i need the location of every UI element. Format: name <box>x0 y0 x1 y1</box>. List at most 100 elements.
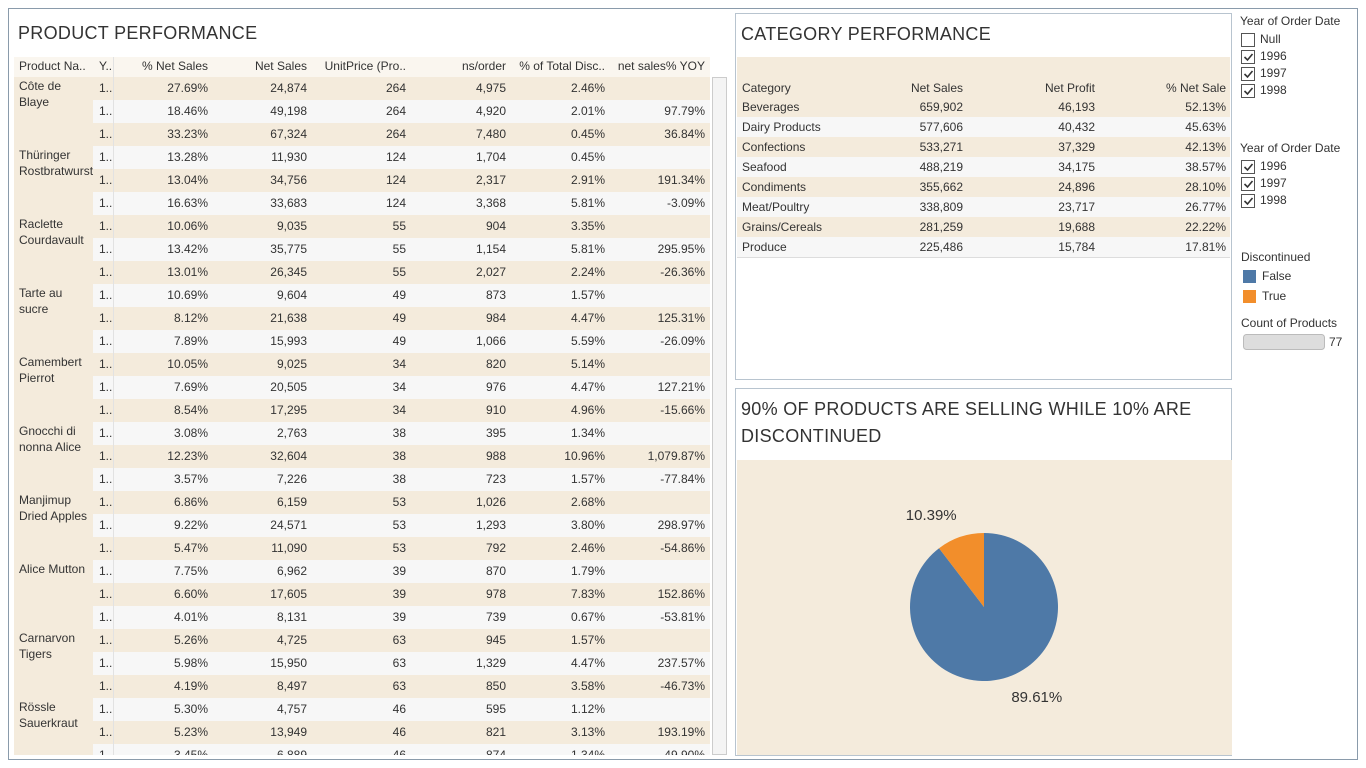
table-cell: Grains/Cereals <box>742 220 822 234</box>
table-cell: 40,432 <box>1058 120 1095 134</box>
table-cell: 33,683 <box>270 196 307 210</box>
table-cell: Seafood <box>742 160 787 174</box>
chart-title: 90% OF PRODUCTS ARE SELLING WHILE 10% AR… <box>741 399 1191 446</box>
table-cell: 4.47% <box>571 311 605 325</box>
table-cell: 193.19% <box>658 725 706 739</box>
row-bg <box>93 629 710 652</box>
table-cell: 0.67% <box>571 610 605 624</box>
table-cell: 55 <box>393 265 407 279</box>
year-cell: 1.. <box>99 242 112 256</box>
table-cell: 6,962 <box>277 564 307 578</box>
table-cell: 16.63% <box>167 196 208 210</box>
table-cell: 124 <box>386 173 406 187</box>
row-bg <box>93 583 710 606</box>
table-cell: 24,571 <box>270 518 307 532</box>
table-cell: 26.77% <box>1185 200 1226 214</box>
table-cell: 1,293 <box>476 518 506 532</box>
table-cell: 125.31% <box>658 311 706 325</box>
table-cell: 63 <box>393 679 407 693</box>
checkbox[interactable] <box>1241 160 1255 174</box>
table-cell: 1.34% <box>571 748 605 762</box>
row-bg <box>93 146 710 169</box>
year-cell: 1.. <box>99 357 112 371</box>
table-cell: 4.19% <box>174 679 208 693</box>
year-cell: 1.. <box>99 495 112 509</box>
table-cell: 42.13% <box>1185 140 1226 154</box>
checkbox[interactable] <box>1241 50 1255 64</box>
table-cell: 264 <box>386 127 406 141</box>
table-cell: 17,295 <box>270 403 307 417</box>
table-cell: 63 <box>393 656 407 670</box>
checkbox[interactable] <box>1241 177 1255 191</box>
filter-option: 1998 <box>1260 83 1287 97</box>
table-cell: 821 <box>486 725 506 739</box>
table-cell: 33.23% <box>167 127 208 141</box>
table-cell: 46,193 <box>1058 100 1095 114</box>
table-cell: 46 <box>393 702 407 716</box>
table-cell: 13.28% <box>167 150 208 164</box>
row-bg <box>93 698 710 721</box>
table-cell: 978 <box>486 587 506 601</box>
table-cell: 904 <box>486 219 506 233</box>
checkbox[interactable] <box>1241 194 1255 208</box>
table-cell: 295.95% <box>658 242 706 256</box>
row-bg <box>93 468 710 491</box>
table-cell: 723 <box>486 472 506 486</box>
table-cell: 18.46% <box>167 104 208 118</box>
table-cell: 7,480 <box>476 127 506 141</box>
table-cell: 2.68% <box>571 495 605 509</box>
legend-title: Discontinued <box>1241 250 1310 264</box>
table-cell: 32,604 <box>270 449 307 463</box>
table-cell: 11,930 <box>271 150 307 164</box>
check-mark <box>1243 53 1254 62</box>
header-bg <box>14 57 710 77</box>
legend-label: False <box>1262 269 1292 283</box>
table-cell: 298.97% <box>658 518 706 532</box>
table-cell: 9,025 <box>277 357 307 371</box>
year-cell: 1.. <box>99 518 112 532</box>
table-cell: 53 <box>393 495 407 509</box>
table-cell: 1.12% <box>571 702 605 716</box>
table-cell: 5.81% <box>571 196 605 210</box>
check-mark <box>1243 70 1254 79</box>
check-mark <box>1243 87 1254 96</box>
table-cell: 976 <box>486 380 506 394</box>
checkbox[interactable] <box>1241 67 1255 81</box>
table-cell: -77.84% <box>660 472 705 486</box>
row-bg <box>93 422 710 445</box>
table-cell: 1.79% <box>571 564 605 578</box>
table-cell: Beverages <box>742 100 799 114</box>
table-cell: -54.86% <box>660 541 705 555</box>
year-cell: 1.. <box>99 219 112 233</box>
year-cell: 1.. <box>99 104 112 118</box>
table-cell: 1,154 <box>476 242 506 256</box>
table-cell: 792 <box>486 541 506 555</box>
row-bg <box>93 514 710 537</box>
year-cell: 1.. <box>99 702 112 716</box>
table-cell: 45.63% <box>1185 120 1226 134</box>
table-cell: 945 <box>486 633 506 647</box>
table-cell: 395 <box>486 426 506 440</box>
scrollbar[interactable] <box>712 77 727 755</box>
table-cell: 15,784 <box>1058 240 1095 254</box>
table-cell: 10.69% <box>167 288 208 302</box>
table-cell: Dairy Products <box>742 120 821 134</box>
row-bg <box>737 177 1230 197</box>
row-bg <box>93 606 710 629</box>
column-header: UnitPrice (Pro.. <box>325 59 406 73</box>
legend-label: True <box>1262 289 1287 303</box>
table-cell: 4.96% <box>571 403 605 417</box>
checkbox[interactable] <box>1241 84 1255 98</box>
table-cell: 533,271 <box>920 140 964 154</box>
row-bg <box>737 197 1230 217</box>
table-cell: 13,949 <box>270 725 307 739</box>
pie-slice <box>909 533 1058 682</box>
row-bg <box>737 117 1230 137</box>
column-header: ns/order <box>462 59 506 73</box>
checkbox[interactable] <box>1241 33 1255 47</box>
table-cell: 874 <box>486 748 506 762</box>
table-cell: 984 <box>486 311 506 325</box>
table-cell: 850 <box>486 679 506 693</box>
table-cell: 55 <box>393 219 407 233</box>
